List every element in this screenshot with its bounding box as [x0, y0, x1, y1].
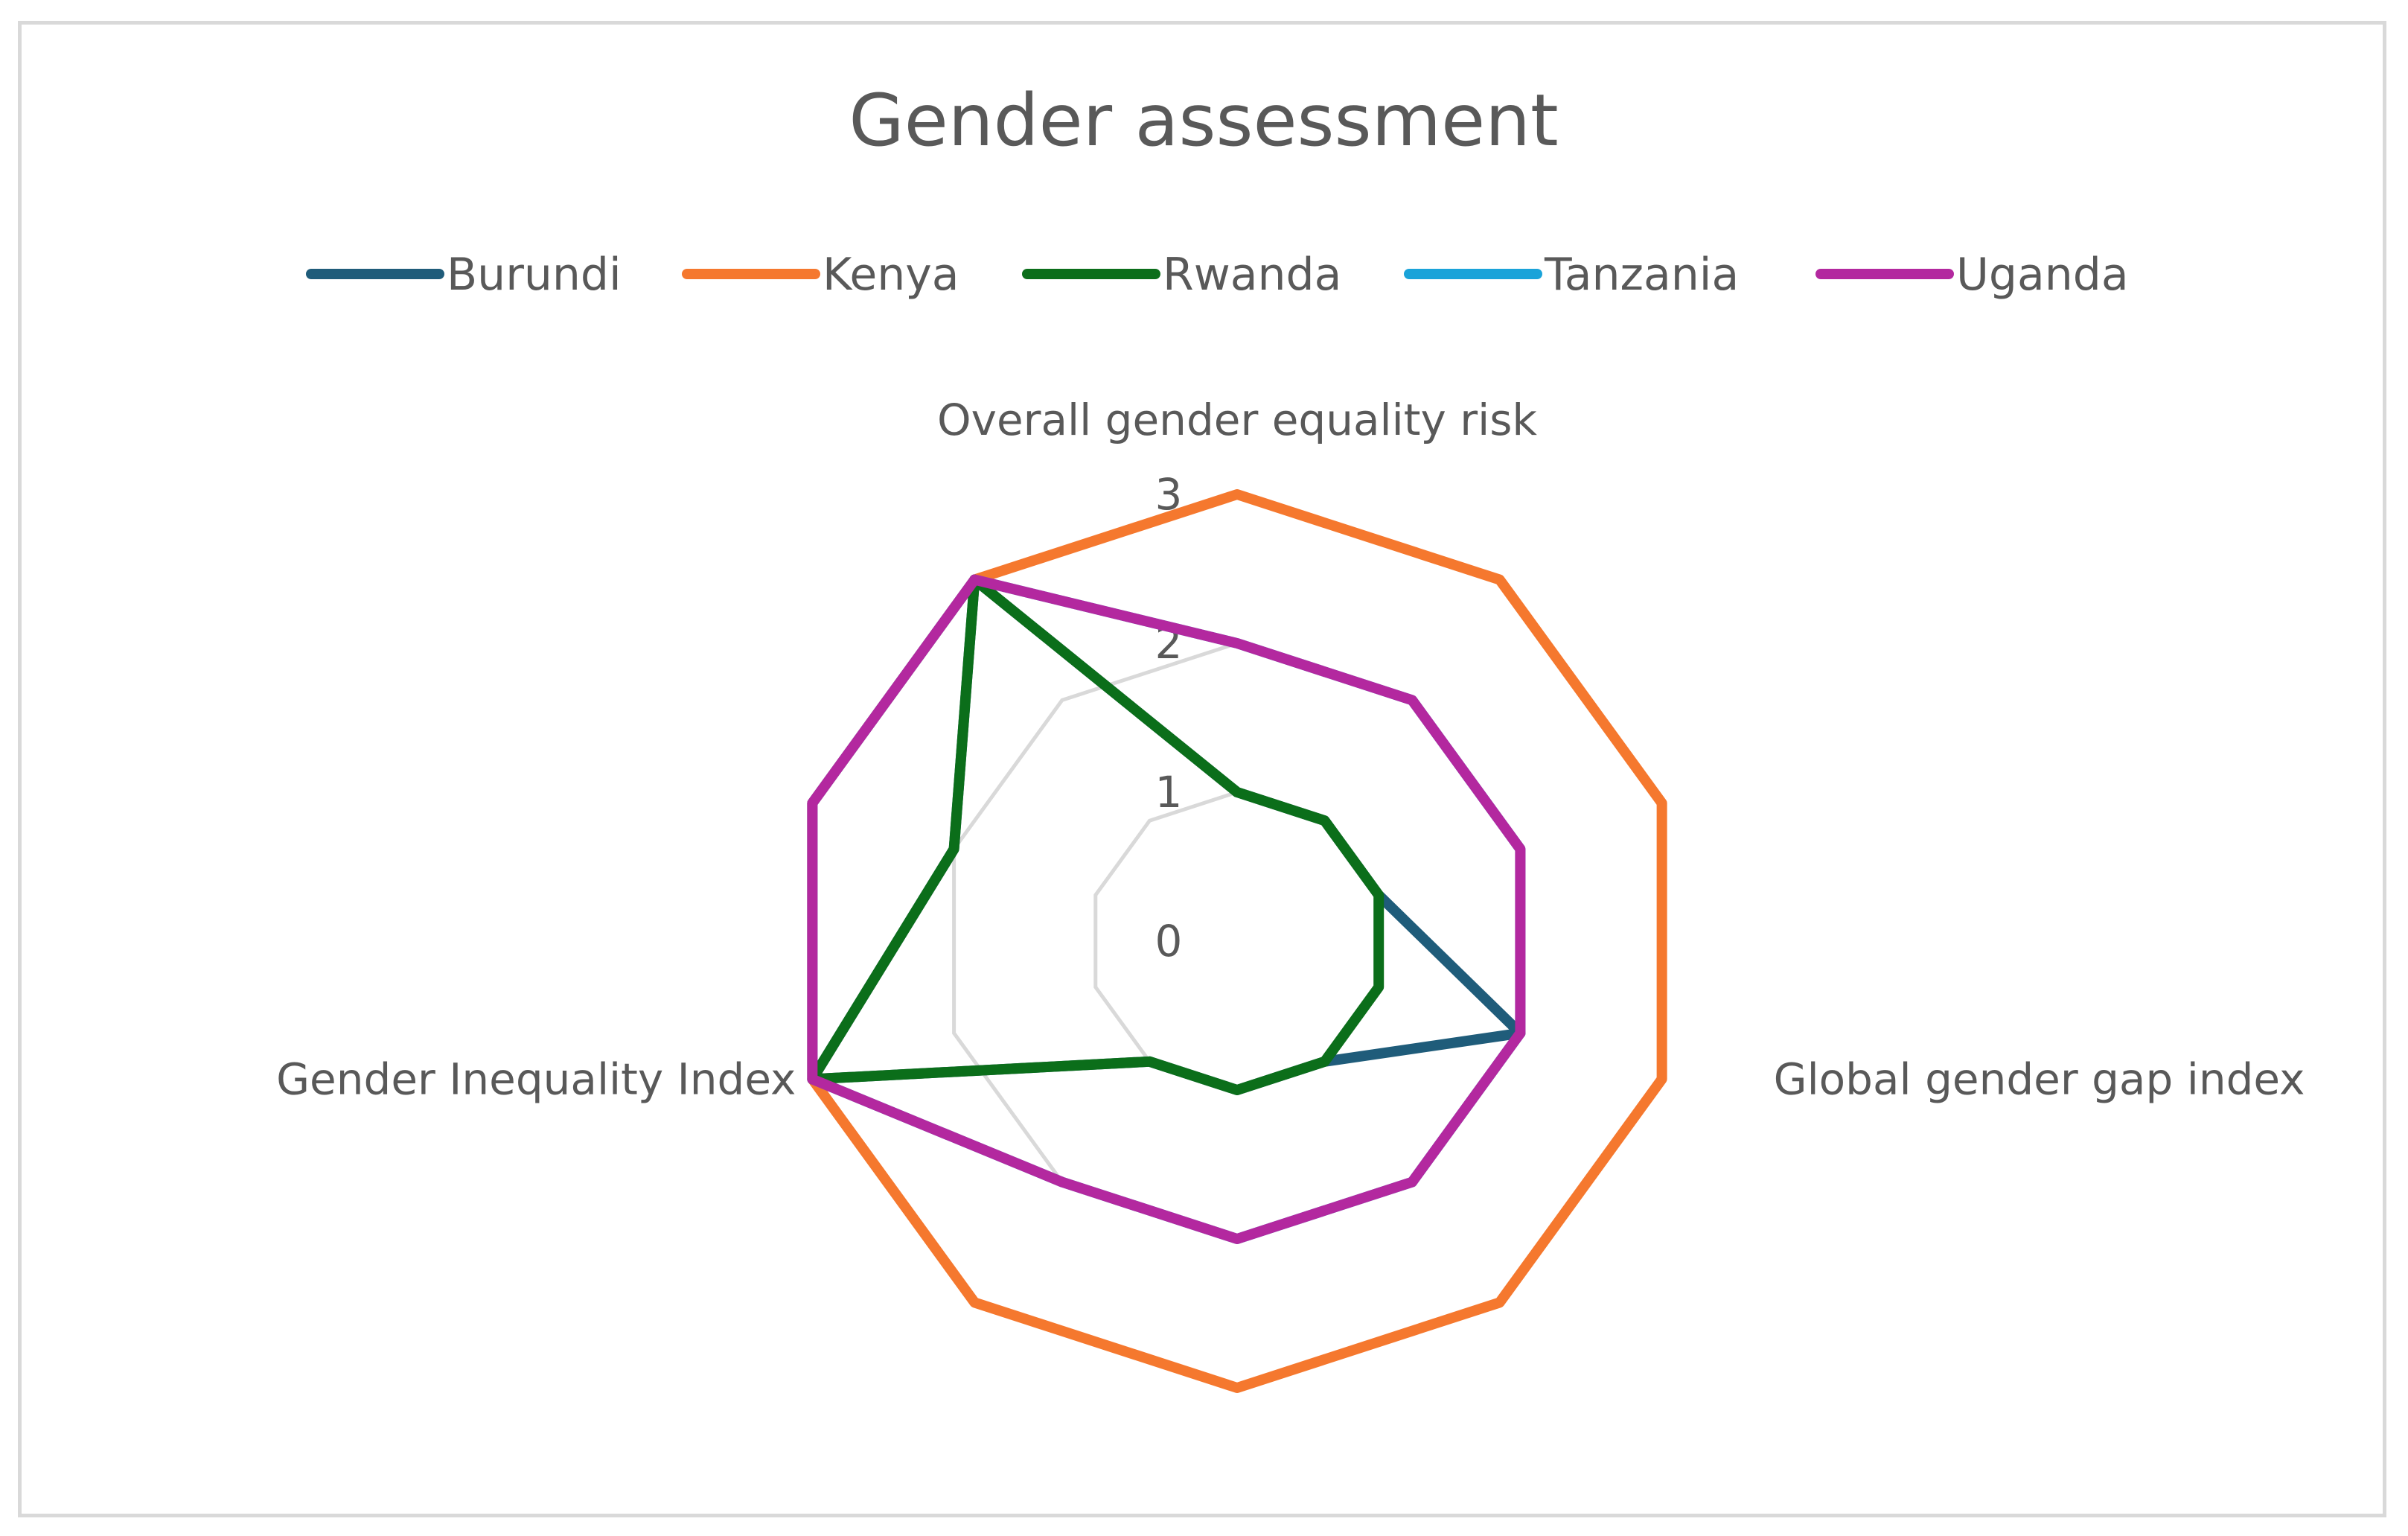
tick-label-0: 0	[1155, 916, 1183, 966]
series-layer	[807, 489, 1667, 1393]
series-uganda	[807, 574, 1526, 1244]
legend-label-burundi: Burundi	[447, 249, 622, 301]
legend: Burundi Kenya Rwanda Tanzania Uganda	[306, 249, 2129, 301]
legend-label-rwanda: Rwanda	[1163, 249, 1341, 301]
axis-label-0: Overall gender equality risk	[937, 395, 1537, 445]
axis-label-7: Gender Inequality Index	[276, 1054, 796, 1104]
axis-labels: Overall gender equality risk Global gende…	[276, 395, 2305, 1104]
legend-label-tanzania: Tanzania	[1544, 249, 1739, 301]
axis-label-3: Global gender gap index	[1774, 1054, 2305, 1104]
legend-label-kenya: Kenya	[823, 249, 959, 301]
chart-title: Gender assessment	[849, 79, 1558, 162]
series-rwanda	[807, 574, 1385, 1095]
legend-label-uganda: Uganda	[1956, 249, 2129, 301]
tick-label-1: 1	[1155, 767, 1183, 818]
